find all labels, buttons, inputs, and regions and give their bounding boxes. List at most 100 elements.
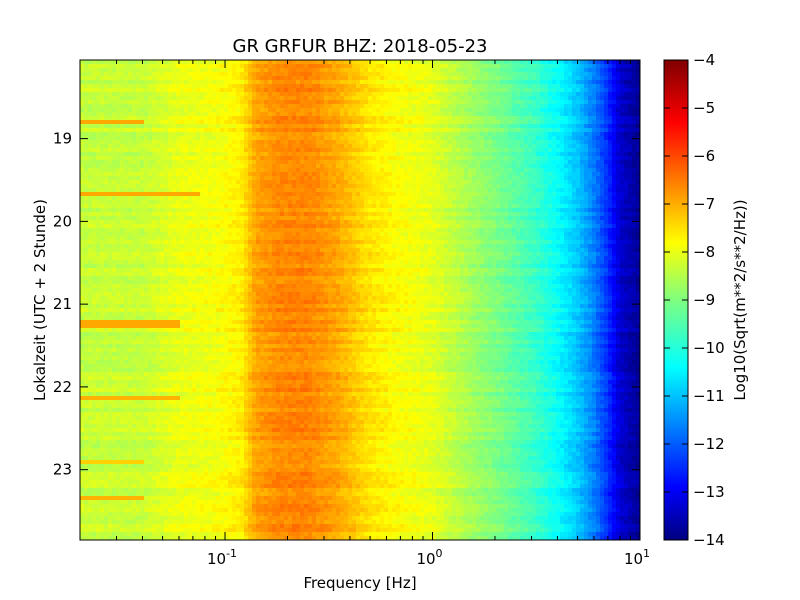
heatmap-cell	[360, 132, 365, 137]
heatmap-cell	[636, 156, 641, 161]
heatmap-cell	[604, 164, 609, 169]
heatmap-cell	[284, 92, 289, 97]
heatmap-cell	[216, 64, 221, 69]
heatmap-cell	[624, 64, 629, 69]
heatmap-cell	[200, 76, 205, 81]
heatmap-cell	[224, 112, 229, 117]
heatmap-cell	[520, 188, 525, 193]
heatmap-cell	[372, 116, 377, 121]
heatmap-cell	[444, 100, 449, 105]
heatmap-cell	[140, 172, 145, 177]
heatmap-cell	[368, 156, 373, 161]
heatmap-cell	[272, 88, 277, 93]
heatmap-cell	[380, 172, 385, 177]
heatmap-cell	[304, 180, 309, 185]
heatmap-cell	[272, 120, 277, 125]
heatmap-cell	[140, 96, 145, 101]
heatmap-cell	[452, 156, 457, 161]
heatmap-cell	[596, 152, 601, 157]
heatmap-cell	[468, 120, 473, 125]
heatmap-cell	[624, 124, 629, 129]
heatmap-cell	[392, 196, 397, 201]
heatmap-cell	[116, 132, 121, 137]
heatmap-cell	[144, 164, 149, 169]
heatmap-cell	[348, 116, 353, 121]
heatmap-cell	[388, 64, 393, 69]
heatmap-cell	[528, 60, 533, 65]
heatmap-cell	[156, 60, 161, 65]
heatmap-cell	[616, 120, 621, 125]
heatmap-cell	[256, 108, 261, 113]
heatmap-cell	[616, 140, 621, 145]
heatmap-cell	[584, 152, 589, 157]
heatmap-cell	[208, 140, 213, 145]
heatmap-cell	[280, 128, 285, 133]
heatmap-cell	[388, 76, 393, 81]
heatmap-cell	[148, 180, 153, 185]
heatmap-cell	[456, 104, 461, 109]
heatmap-cell	[120, 84, 125, 89]
heatmap-cell	[292, 148, 297, 153]
heatmap-cell	[616, 108, 621, 113]
heatmap-cell	[208, 84, 213, 89]
heatmap-cell	[208, 188, 213, 193]
heatmap-cell	[144, 88, 149, 93]
heatmap-cell	[244, 176, 249, 181]
heatmap-cell	[224, 156, 229, 161]
heatmap-cell	[200, 116, 205, 121]
heatmap-cell	[176, 92, 181, 97]
heatmap-cell	[380, 136, 385, 141]
heatmap-cell	[268, 120, 273, 125]
heatmap-cell	[164, 120, 169, 125]
heatmap-cell	[480, 100, 485, 105]
heatmap-cell	[136, 196, 141, 201]
heatmap-cell	[148, 192, 153, 197]
heatmap-cell	[540, 136, 545, 141]
heatmap-cell	[388, 108, 393, 113]
heatmap-cell	[460, 88, 465, 93]
heatmap-cell	[256, 104, 261, 109]
heatmap-cell	[240, 128, 245, 133]
heatmap-cell	[232, 68, 237, 73]
heatmap-cell	[364, 76, 369, 81]
heatmap-cell	[388, 132, 393, 137]
heatmap-cell	[120, 128, 125, 133]
heatmap-cell	[128, 108, 133, 113]
heatmap-cell	[468, 156, 473, 161]
heatmap-cell	[284, 160, 289, 165]
heatmap-cell	[400, 144, 405, 149]
heatmap-cell	[480, 96, 485, 101]
heatmap-cell	[480, 180, 485, 185]
heatmap-cell	[136, 60, 141, 65]
heatmap-cell	[284, 192, 289, 197]
heatmap-cell	[356, 136, 361, 141]
heatmap-cell	[256, 148, 261, 153]
heatmap-cell	[340, 64, 345, 69]
heatmap-cell	[148, 144, 153, 149]
heatmap-cell	[632, 132, 637, 137]
heatmap-cell	[100, 104, 105, 109]
heatmap-cell	[524, 100, 529, 105]
heatmap-cell	[388, 172, 393, 177]
heatmap-cell	[612, 168, 617, 173]
heatmap-cell	[536, 60, 541, 65]
heatmap-cell	[176, 160, 181, 165]
heatmap-cell	[160, 168, 165, 173]
heatmap-cell	[248, 84, 253, 89]
heatmap-cell	[140, 124, 145, 129]
heatmap-cell	[288, 192, 293, 197]
heatmap-cell	[152, 84, 157, 89]
heatmap-cell	[612, 128, 617, 133]
heatmap-cell	[596, 80, 601, 85]
heatmap-cell	[224, 140, 229, 145]
heatmap-cell	[396, 188, 401, 193]
heatmap-cell	[212, 124, 217, 129]
heatmap-cell	[268, 164, 273, 169]
heatmap-cell	[408, 116, 413, 121]
heatmap-cell	[208, 168, 213, 173]
heatmap-cell	[412, 152, 417, 157]
heatmap-cell	[112, 100, 117, 105]
heatmap-cell	[484, 116, 489, 121]
heatmap-cell	[184, 96, 189, 101]
heatmap-cell	[516, 60, 521, 65]
